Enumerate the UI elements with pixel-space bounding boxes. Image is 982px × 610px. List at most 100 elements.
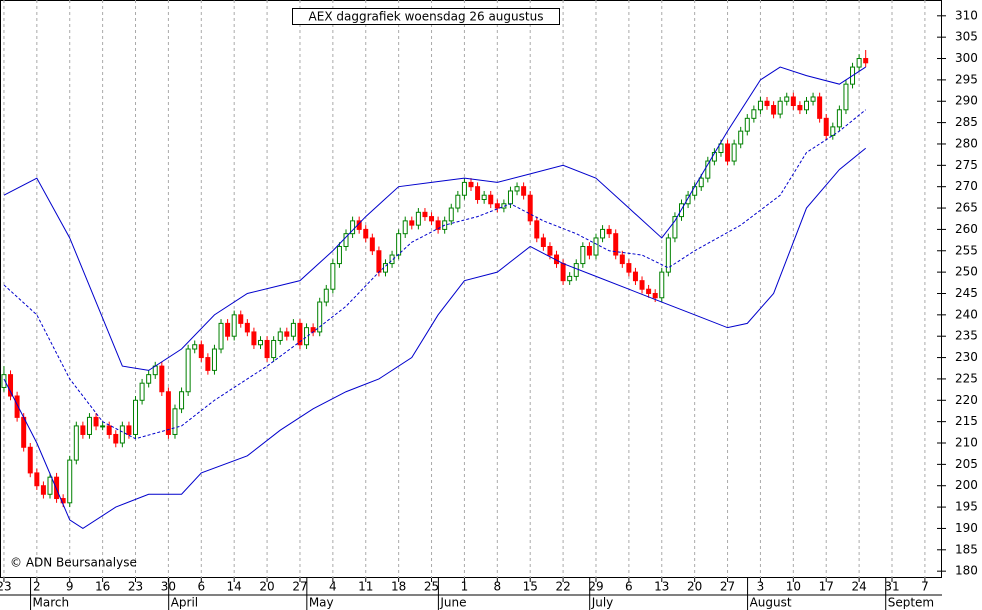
candle-body	[47, 476, 53, 495]
candle-body	[100, 425, 106, 428]
y-tick-label: 295	[955, 72, 978, 86]
candle-body	[461, 181, 467, 196]
candle-body	[856, 58, 862, 68]
candle-body	[784, 96, 790, 102]
candle-body	[336, 245, 342, 265]
y-tick-label: 250	[955, 265, 978, 279]
x-tick-label: 15	[523, 580, 538, 594]
y-tick-label: 300	[955, 51, 978, 65]
candle-body	[494, 203, 500, 209]
candle-body	[179, 391, 185, 410]
candle-body	[21, 416, 27, 448]
candle-body	[692, 186, 698, 196]
month-label: Septem	[888, 596, 934, 610]
candle-body	[389, 254, 395, 265]
candle-body	[626, 263, 632, 273]
candle-body	[238, 314, 244, 324]
y-tick-label: 260	[955, 222, 978, 236]
candle-body	[738, 130, 744, 145]
candle-body	[133, 399, 139, 435]
candle-body	[475, 186, 481, 201]
candle-body	[402, 220, 408, 235]
y-tick-label: 200	[955, 478, 978, 492]
candle-body	[257, 339, 263, 346]
candle-body	[119, 425, 125, 444]
x-tick-label: 4	[329, 580, 337, 594]
candle-body	[415, 211, 421, 226]
candle-body	[790, 96, 796, 107]
x-tick-label: 17	[819, 580, 834, 594]
candle-body	[547, 245, 553, 256]
candle-body	[817, 96, 823, 119]
candle-body	[725, 143, 731, 162]
y-tick-label: 240	[955, 307, 978, 321]
y-tick-label: 275	[955, 158, 978, 172]
y-tick-label: 220	[955, 393, 978, 407]
candle-body	[218, 322, 224, 350]
y-tick-label: 290	[955, 94, 978, 108]
y-tick-label: 180	[955, 564, 978, 578]
candle-body	[146, 374, 152, 384]
candle-body	[705, 160, 711, 179]
candle-body	[606, 228, 612, 235]
candle-body	[198, 344, 204, 359]
x-tick-label: 3	[757, 580, 765, 594]
y-tick-label: 255	[955, 243, 978, 257]
x-tick-label: 25	[424, 580, 439, 594]
candle-body	[567, 275, 573, 282]
x-tick-label: 7	[921, 580, 929, 594]
marks	[1, 49, 869, 530]
x-tick-label: 11	[358, 580, 373, 594]
x-tick-label: 23	[128, 580, 143, 594]
candle-body	[369, 237, 375, 252]
candle-body	[139, 382, 145, 401]
candle-body	[600, 228, 606, 239]
x-tick-label: 20	[687, 580, 702, 594]
candle-body	[659, 271, 665, 299]
candle-body	[803, 100, 809, 111]
candle-body	[757, 100, 763, 111]
x-tick-label: 23	[0, 580, 12, 594]
candle-body	[771, 105, 777, 115]
y-tick-label: 210	[955, 436, 978, 450]
candle-body	[580, 245, 586, 265]
candle-body	[751, 109, 757, 119]
candle-body	[468, 181, 474, 188]
candle-body	[284, 331, 290, 337]
candle-body	[836, 109, 842, 128]
candle-body	[863, 58, 869, 64]
candle-body	[830, 126, 836, 136]
candle-body	[560, 263, 566, 282]
y-tick-label: 285	[955, 115, 978, 129]
candle-body	[304, 327, 310, 346]
candle-body	[744, 117, 750, 132]
y-tick-label: 215	[955, 414, 978, 428]
candle-body	[593, 237, 599, 256]
y-tick-label: 230	[955, 350, 978, 364]
y-tick-label: 270	[955, 179, 978, 193]
candle-body	[810, 96, 816, 102]
x-tick-label: 27	[720, 580, 735, 594]
title-box	[292, 8, 560, 25]
y-tick-label: 265	[955, 201, 978, 215]
x-tick-label: 14	[227, 580, 242, 594]
candle-body	[54, 476, 60, 500]
x-tick-label: 20	[259, 580, 274, 594]
candle-body	[521, 186, 527, 196]
candle-body	[718, 143, 724, 154]
candle-body	[685, 194, 691, 205]
candle-body	[586, 245, 592, 256]
candle-body	[409, 220, 415, 226]
candle-body	[290, 322, 296, 337]
candle-body	[317, 301, 323, 333]
candle-body	[86, 416, 92, 435]
x-tick-label: 6	[625, 580, 633, 594]
candle-body	[823, 117, 829, 136]
x-tick-label: 18	[391, 580, 406, 594]
copyright: © ADN Beursanalyse	[10, 556, 137, 570]
bollinger-band	[3, 66, 866, 371]
y-tick-label: 225	[955, 371, 978, 385]
y-tick-label: 280	[955, 136, 978, 150]
candle-body	[192, 344, 198, 350]
